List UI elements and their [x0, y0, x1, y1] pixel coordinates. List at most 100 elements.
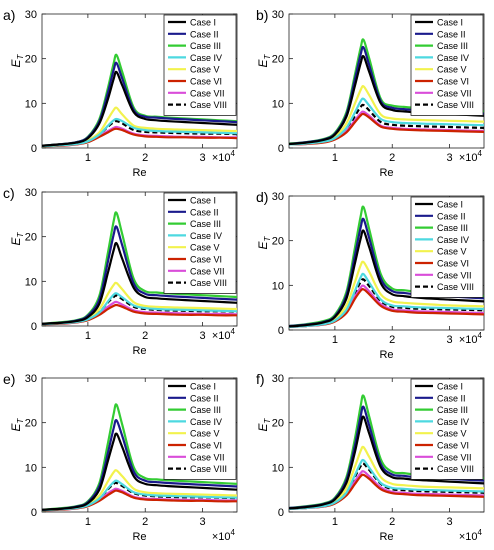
legend-entry: Case III — [437, 223, 468, 233]
series-line-case-iv — [289, 458, 484, 510]
legend-entry: Case VIII — [437, 464, 474, 474]
panel-label: a) — [3, 7, 15, 23]
x-axis-label: Re — [132, 531, 146, 543]
x-tick-label: 3 — [200, 330, 206, 342]
x-tick-label: 3 — [447, 334, 453, 346]
y-tick-label: 30 — [25, 9, 37, 21]
legend-entry: Case IV — [437, 53, 469, 63]
x-tick-label: 2 — [142, 516, 148, 528]
legend-entry: Case II — [190, 393, 219, 403]
legend-entry: Case III — [437, 405, 468, 415]
legend-entry: Case VII — [437, 88, 472, 98]
x-tick-label: 3 — [447, 516, 453, 528]
y-tick-label: 20 — [25, 418, 37, 430]
x-tick-label: 2 — [389, 516, 395, 528]
x-tick-label: 1 — [332, 152, 338, 164]
legend-entry: Case IV — [437, 417, 469, 427]
x-tick-label: 1 — [332, 516, 338, 528]
y-tick-label: 0 — [278, 325, 284, 337]
legend-entry: Case I — [437, 18, 463, 28]
x-tick-label: 1 — [85, 516, 91, 528]
legend-entry: Case VII — [190, 266, 225, 276]
series-line-case-v — [289, 260, 484, 328]
legend-entry: Case III — [437, 41, 468, 51]
series-line-case-i — [42, 241, 237, 325]
legend-entry: Case VIII — [190, 464, 227, 474]
legend-entry: Case I — [437, 382, 463, 392]
x-tick-label: 2 — [389, 152, 395, 164]
x-multiplier: ×104 — [459, 149, 483, 164]
legend-entry: Case II — [190, 29, 219, 39]
legend-entry: Case I — [190, 18, 216, 28]
legend-entry: Case V — [190, 429, 220, 439]
legend-entry: Case I — [437, 200, 463, 210]
legend-entry: Case II — [437, 393, 466, 403]
legend-entry: Case IV — [437, 235, 469, 245]
series-line-case-iv — [289, 97, 484, 146]
legend-entry: Case V — [190, 65, 220, 75]
series-group — [42, 211, 237, 326]
y-axis-label: ET — [256, 53, 272, 67]
x-axis-label: Re — [379, 531, 393, 543]
legend-entry: Case VII — [190, 452, 225, 462]
legend-entry: Case VI — [190, 255, 222, 265]
legend-entry: Case VI — [437, 441, 469, 451]
y-tick-label: 20 — [272, 236, 284, 248]
panel-label: f) — [256, 371, 265, 387]
legend-box — [410, 14, 484, 116]
panel-label: d) — [256, 189, 268, 205]
axes-frame — [288, 377, 485, 513]
legend-box — [163, 192, 237, 294]
x-tick-label: 1 — [332, 334, 338, 346]
legend-entry: Case VIII — [437, 282, 474, 292]
axes-frame — [41, 13, 238, 149]
legend-entry: Case VI — [190, 77, 222, 87]
legend-entry: Case IV — [190, 231, 222, 241]
panel-label: e) — [3, 371, 15, 387]
x-tick-label: 3 — [447, 152, 453, 164]
legend-entry: Case I — [190, 196, 216, 206]
axes-frame — [288, 13, 485, 149]
y-tick-label: 0 — [31, 507, 37, 519]
legend-entry: Case VII — [190, 88, 225, 98]
legend-entry: Case VIII — [437, 100, 474, 110]
legend-entry: Case III — [190, 219, 221, 229]
x-axis-label: Re — [379, 349, 393, 361]
series-group — [42, 403, 237, 512]
y-tick-label: 30 — [25, 373, 37, 385]
y-tick-label: 20 — [25, 232, 37, 244]
x-multiplier: ×104 — [212, 327, 236, 342]
legend-entry: Case I — [190, 382, 216, 392]
legend-entry: Case V — [437, 429, 467, 439]
y-axis-label: ET — [9, 231, 25, 245]
legend-entry: Case II — [437, 211, 466, 221]
y-tick-label: 0 — [31, 143, 37, 155]
x-axis-label: Re — [132, 167, 146, 179]
legend-entry: Case V — [437, 65, 467, 75]
legend-entry: Case VI — [437, 259, 469, 269]
y-tick-label: 0 — [278, 143, 284, 155]
y-tick-label: 10 — [272, 98, 284, 110]
series-line-case-i — [289, 229, 484, 328]
legend-box — [410, 196, 484, 298]
series-line-case-iv — [42, 292, 237, 326]
panel-label: c) — [3, 185, 15, 201]
y-tick-label: 30 — [25, 187, 37, 199]
y-tick-label: 20 — [272, 54, 284, 66]
legend-entry: Case VII — [437, 452, 472, 462]
legend-entry: Case II — [437, 29, 466, 39]
legend-entry: Case V — [190, 243, 220, 253]
x-axis-label: Re — [379, 167, 393, 179]
x-tick-label: 1 — [85, 152, 91, 164]
legend-entry: Case V — [437, 247, 467, 257]
legend-entry: Case VI — [190, 441, 222, 451]
